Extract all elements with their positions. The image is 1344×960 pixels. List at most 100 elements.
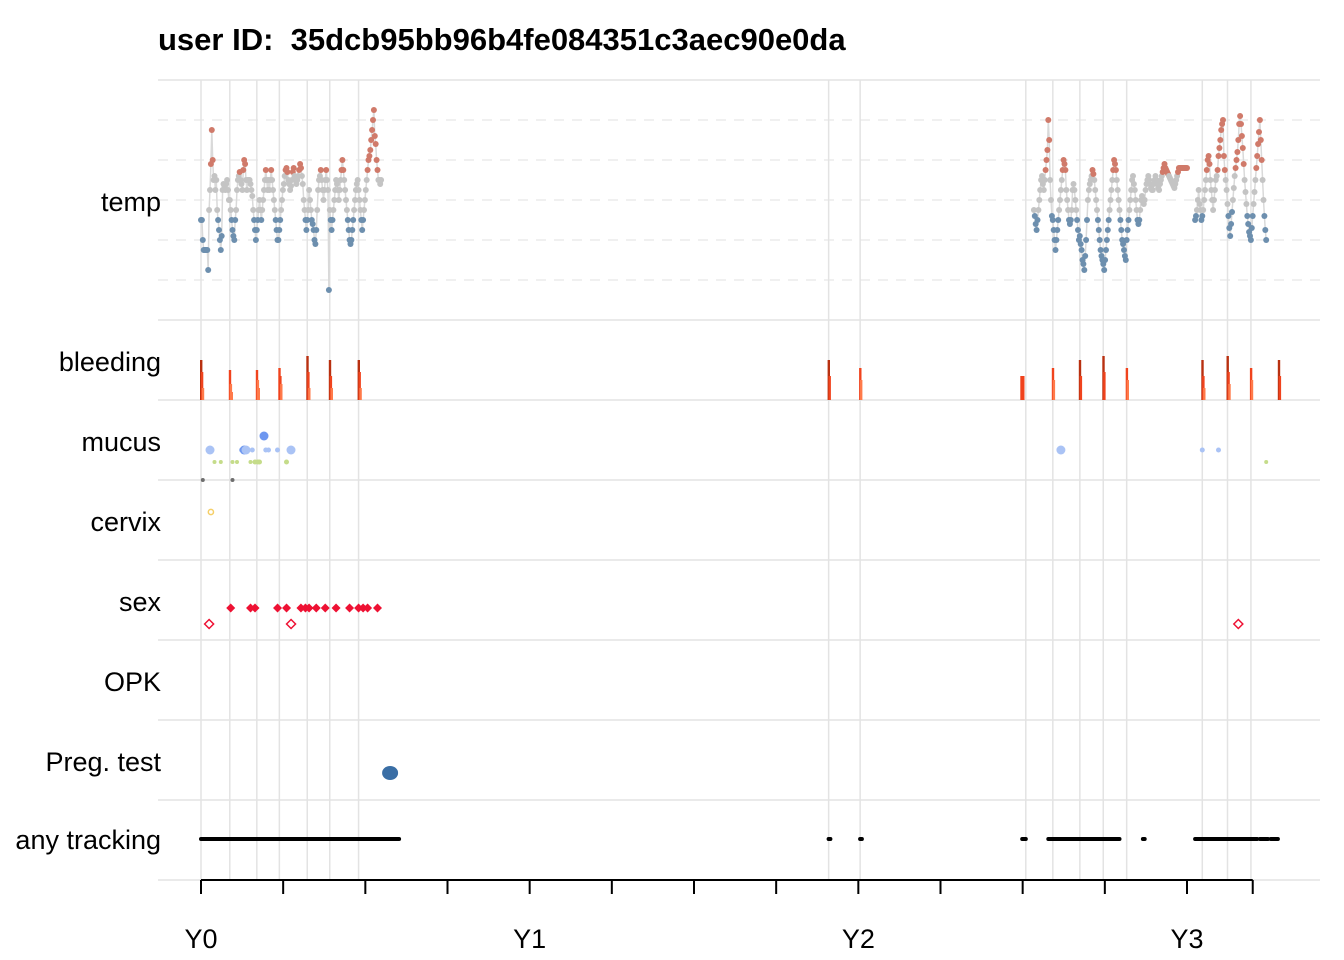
temp-point — [1126, 207, 1133, 213]
temp-point — [1041, 177, 1048, 183]
temp-point — [1123, 237, 1130, 243]
temp-point — [330, 207, 337, 213]
bleeding-bar — [358, 372, 361, 400]
temp-point — [1239, 145, 1246, 151]
temp-point — [339, 157, 346, 163]
temp-point — [362, 187, 369, 193]
row-label-sex: sex — [119, 587, 162, 617]
temp-point — [1214, 167, 1221, 173]
temp-point — [260, 197, 267, 203]
temp-point — [1213, 173, 1220, 179]
bleeding-bar — [307, 372, 310, 400]
temp-point — [1216, 145, 1223, 151]
temp-point — [1105, 217, 1112, 223]
bleeding-bar — [257, 388, 260, 400]
temp-point — [1149, 187, 1156, 193]
sex-point — [203, 618, 215, 630]
mucus-point — [230, 478, 235, 482]
temp-point — [1048, 197, 1054, 203]
temp-point — [1232, 165, 1239, 171]
temp-point — [1054, 227, 1061, 233]
temp-point — [217, 247, 224, 253]
temp-point — [1130, 181, 1137, 187]
temp-point — [1220, 117, 1226, 123]
temp-point — [226, 197, 233, 203]
temp-point — [1131, 187, 1138, 193]
temp-point — [1240, 161, 1247, 167]
temp-point — [356, 197, 363, 203]
bleeding-bar — [308, 388, 311, 400]
temp-point — [1231, 173, 1238, 179]
temp-point — [1201, 197, 1208, 203]
temp-point — [1068, 207, 1075, 213]
temp-point — [1103, 237, 1110, 243]
temp-point — [1035, 207, 1042, 213]
temp-point — [1092, 187, 1099, 193]
temp-point — [1211, 197, 1217, 203]
temp-point — [1257, 137, 1264, 143]
temp-point — [1102, 257, 1109, 263]
temp-point — [1084, 197, 1091, 203]
temp-point — [1207, 177, 1214, 183]
temp-point — [1251, 189, 1258, 195]
sex-point — [311, 603, 321, 613]
sex-point — [296, 603, 306, 613]
temp-point — [1046, 137, 1053, 143]
temp-point — [1093, 197, 1100, 203]
bleeding-bar — [828, 376, 831, 400]
temp-point — [1084, 217, 1090, 223]
temp-point — [299, 181, 306, 187]
temp-point — [258, 217, 265, 223]
temp-point — [1184, 165, 1190, 171]
mucus-point — [249, 447, 255, 453]
temp-point — [1206, 161, 1213, 167]
bleeding-bar — [1278, 376, 1282, 400]
temp-point — [1045, 117, 1052, 123]
sex-point — [246, 603, 256, 613]
temp-point — [334, 181, 340, 187]
temp-point — [232, 217, 239, 223]
row-label-cervix: cervix — [90, 507, 161, 537]
temp-point — [1103, 247, 1109, 253]
temp-point — [360, 217, 367, 223]
temp-point — [1203, 167, 1210, 173]
temp-point — [1156, 187, 1163, 193]
temp-point — [290, 165, 297, 171]
sex-point — [226, 603, 236, 613]
temp-point — [224, 177, 231, 183]
temp-point — [325, 187, 331, 193]
temp-point — [1195, 187, 1202, 193]
temp-point — [1055, 217, 1062, 223]
temp-point — [1130, 173, 1136, 179]
temp-point — [1196, 201, 1203, 207]
bleeding-bar — [230, 392, 233, 400]
temp-point — [253, 227, 260, 233]
bleeding-bar — [1203, 388, 1206, 400]
temp-point — [1076, 233, 1083, 239]
temp-point — [1124, 227, 1131, 233]
temp-point — [212, 187, 219, 193]
row-labels: temp bleeding mucus cervix sex OPK Preg. test a… — [15, 187, 161, 855]
temp-point — [1091, 177, 1098, 183]
temp-point — [205, 267, 212, 273]
temp-point — [348, 237, 355, 243]
temp-point — [323, 167, 330, 173]
temp-point — [1237, 113, 1244, 119]
mucus-point — [235, 460, 239, 464]
temp-point — [300, 197, 307, 203]
temp-point — [317, 167, 324, 173]
temp-point — [1047, 177, 1054, 183]
temp-point — [252, 237, 259, 243]
temp-point — [368, 137, 375, 143]
temp-point — [303, 227, 310, 233]
temp-point — [1243, 201, 1250, 207]
row-label-mucus: mucus — [81, 427, 161, 457]
temp-point — [1247, 237, 1254, 243]
mucus-point — [218, 460, 223, 464]
temp-point — [1062, 167, 1069, 173]
mucus-point — [200, 478, 205, 482]
x-tick-label: Y1 — [513, 924, 546, 954]
temp-point — [262, 167, 269, 173]
temp-point — [270, 187, 276, 193]
